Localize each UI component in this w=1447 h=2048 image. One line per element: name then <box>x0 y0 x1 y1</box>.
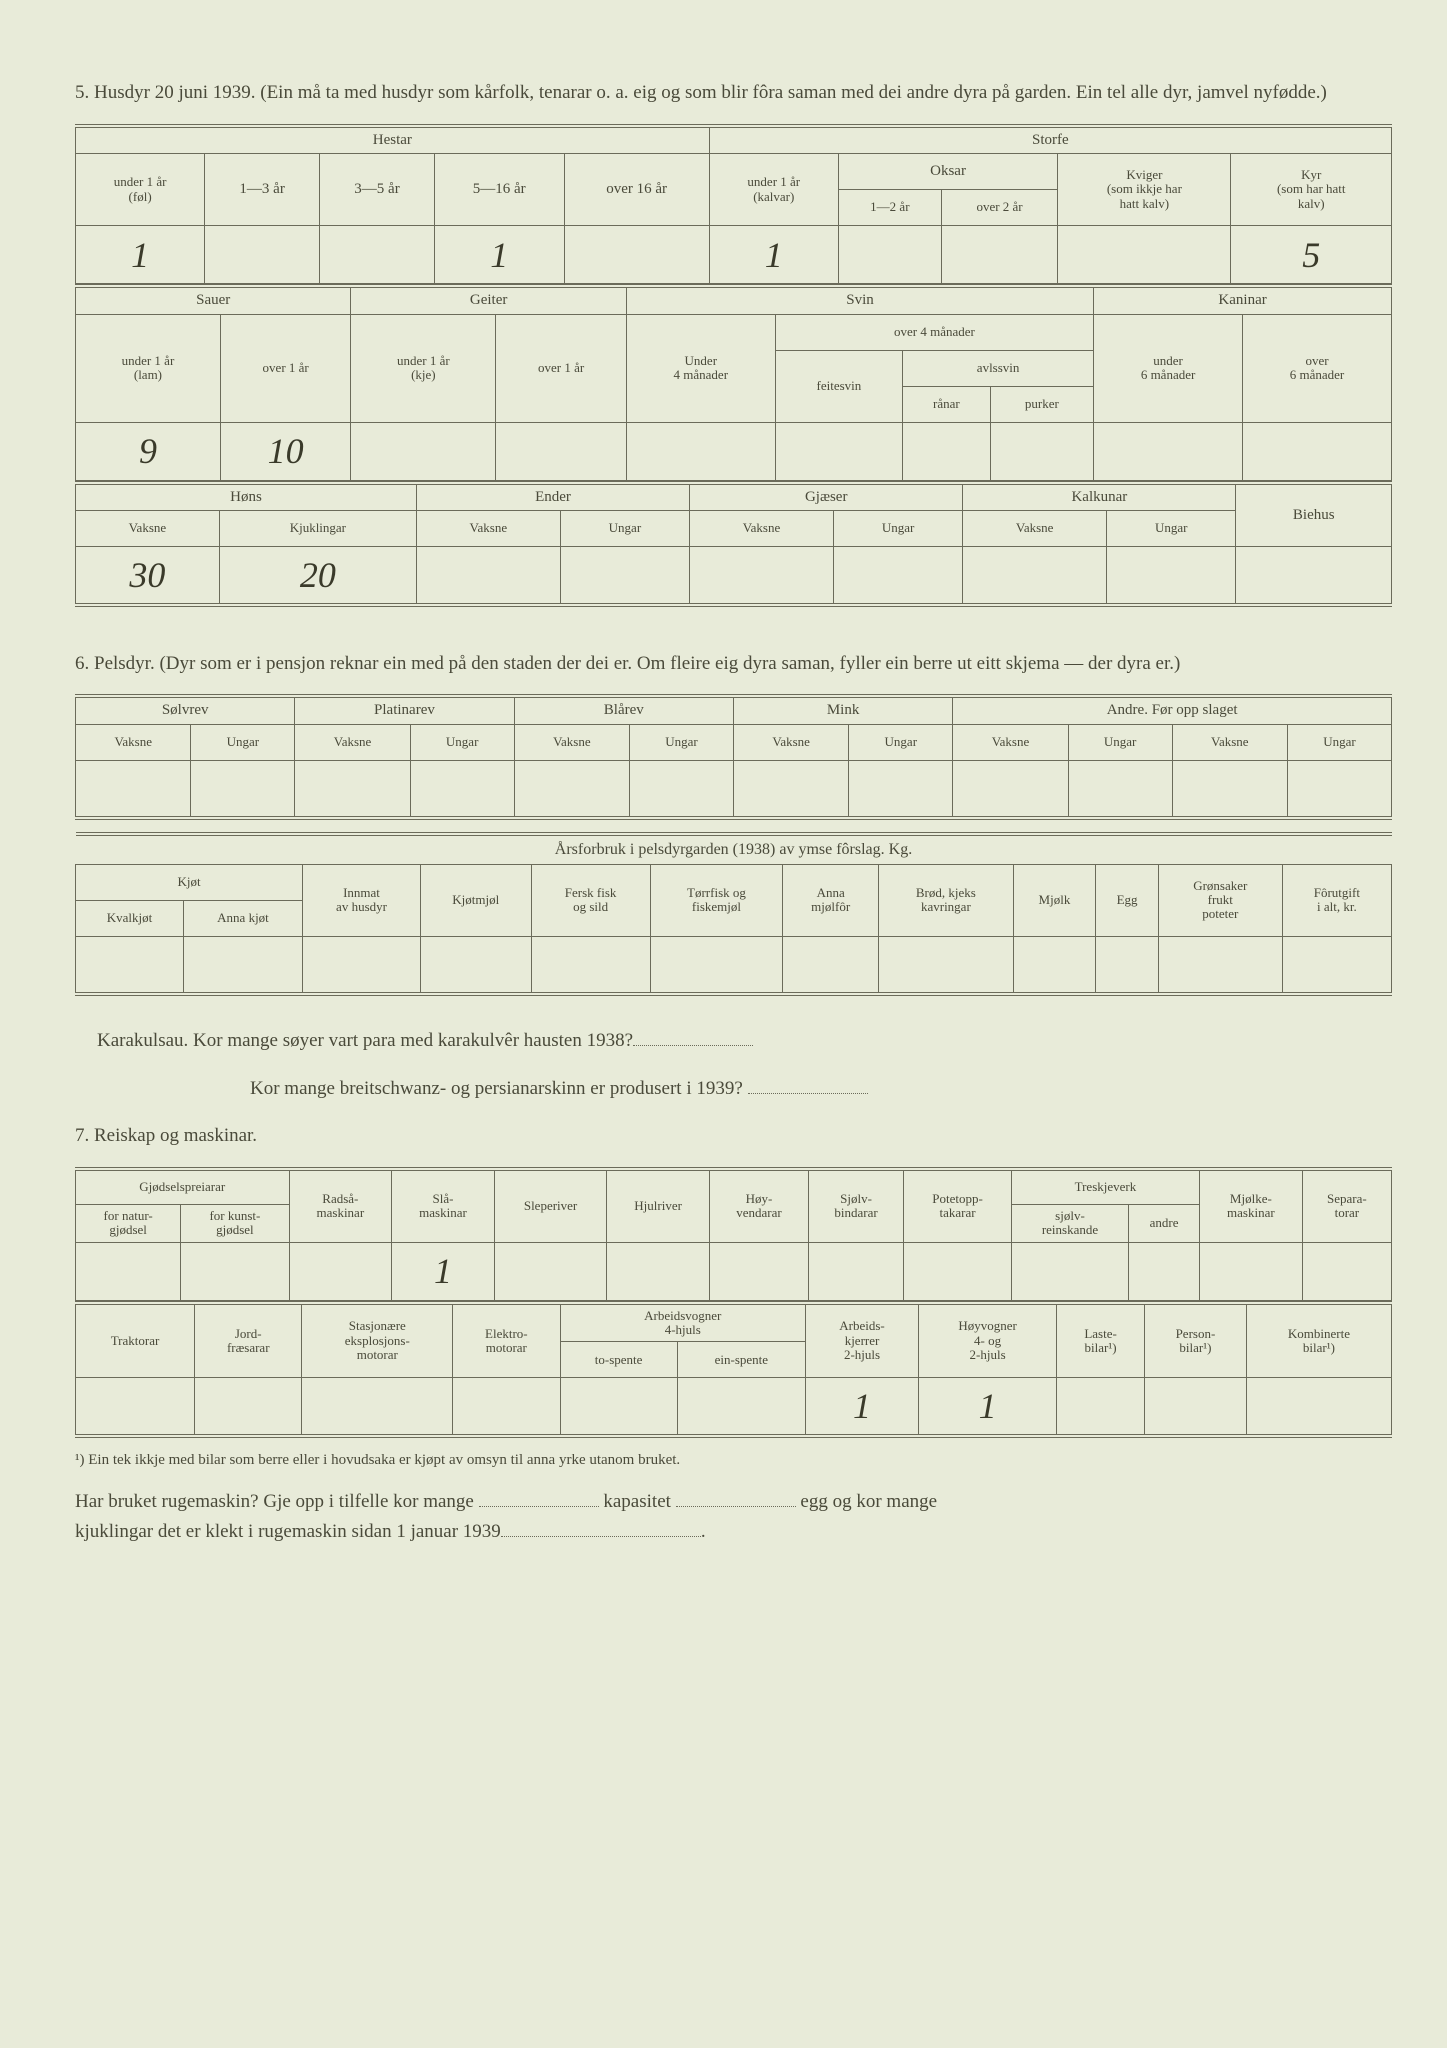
arsforbruk-caption: Årsforbruk i pelsdyrgarden (1938) av yms… <box>76 834 1392 864</box>
footnote-bilar: ¹) Ein tek ikkje med bilar som berre ell… <box>75 1448 1392 1472</box>
hdr-storfe: Storfe <box>709 126 1391 154</box>
table-reiskap1: Gjødselspreiarar Radså- maskinar Slå- ma… <box>75 1167 1392 1301</box>
row-reiskap2-values: 11 <box>76 1378 1392 1436</box>
section5-title: 5. Husdyr 20 juni 1939. (Ein må ta med h… <box>75 79 1392 108</box>
table-reiskap2: Traktorar Jord- fræsarar Stasjonære eksp… <box>75 1301 1392 1438</box>
row-arsforbruk-values <box>76 936 1392 994</box>
table-sauer-etc: Sauer Geiter Svin Kaninar under 1 år (la… <box>75 284 1392 481</box>
rugemaskin-question: Har bruket rugemaskin? Gje opp i tilfell… <box>75 1487 1392 1548</box>
karakul-q1: Karakulsau. Kor mange søyer vart para me… <box>75 1027 1392 1056</box>
section6-title: 6. Pelsdyr. (Dyr som er i pensjon reknar… <box>75 650 1392 679</box>
row-hons-values: 3020 <box>76 547 1392 605</box>
karakul-q2: Kor mange breitschwanz- og persianarskin… <box>75 1075 1392 1104</box>
row-hestar-values: 1 1 1 5 <box>76 226 1392 284</box>
table-arsforbruk: Årsforbruk i pelsdyrgarden (1938) av yms… <box>75 832 1392 996</box>
row-pelsdyr-values <box>76 760 1392 818</box>
table-hestar-storfe: Hestar Storfe under 1 år (føl) 1—3 år 3—… <box>75 124 1392 285</box>
row-sauer-values: 910 <box>76 422 1392 480</box>
hdr-hestar: Hestar <box>76 126 710 154</box>
table-pelsdyr: Sølvrev Platinarev Blårev Mink Andre. Fø… <box>75 694 1392 820</box>
table-hons-etc: Høns Ender Gjæser Kalkunar Biehus Vaksne… <box>75 481 1392 607</box>
row-reiskap1-values: 1 <box>76 1242 1392 1300</box>
section7-title: 7. Reiskap og maskinar. <box>75 1122 1392 1151</box>
